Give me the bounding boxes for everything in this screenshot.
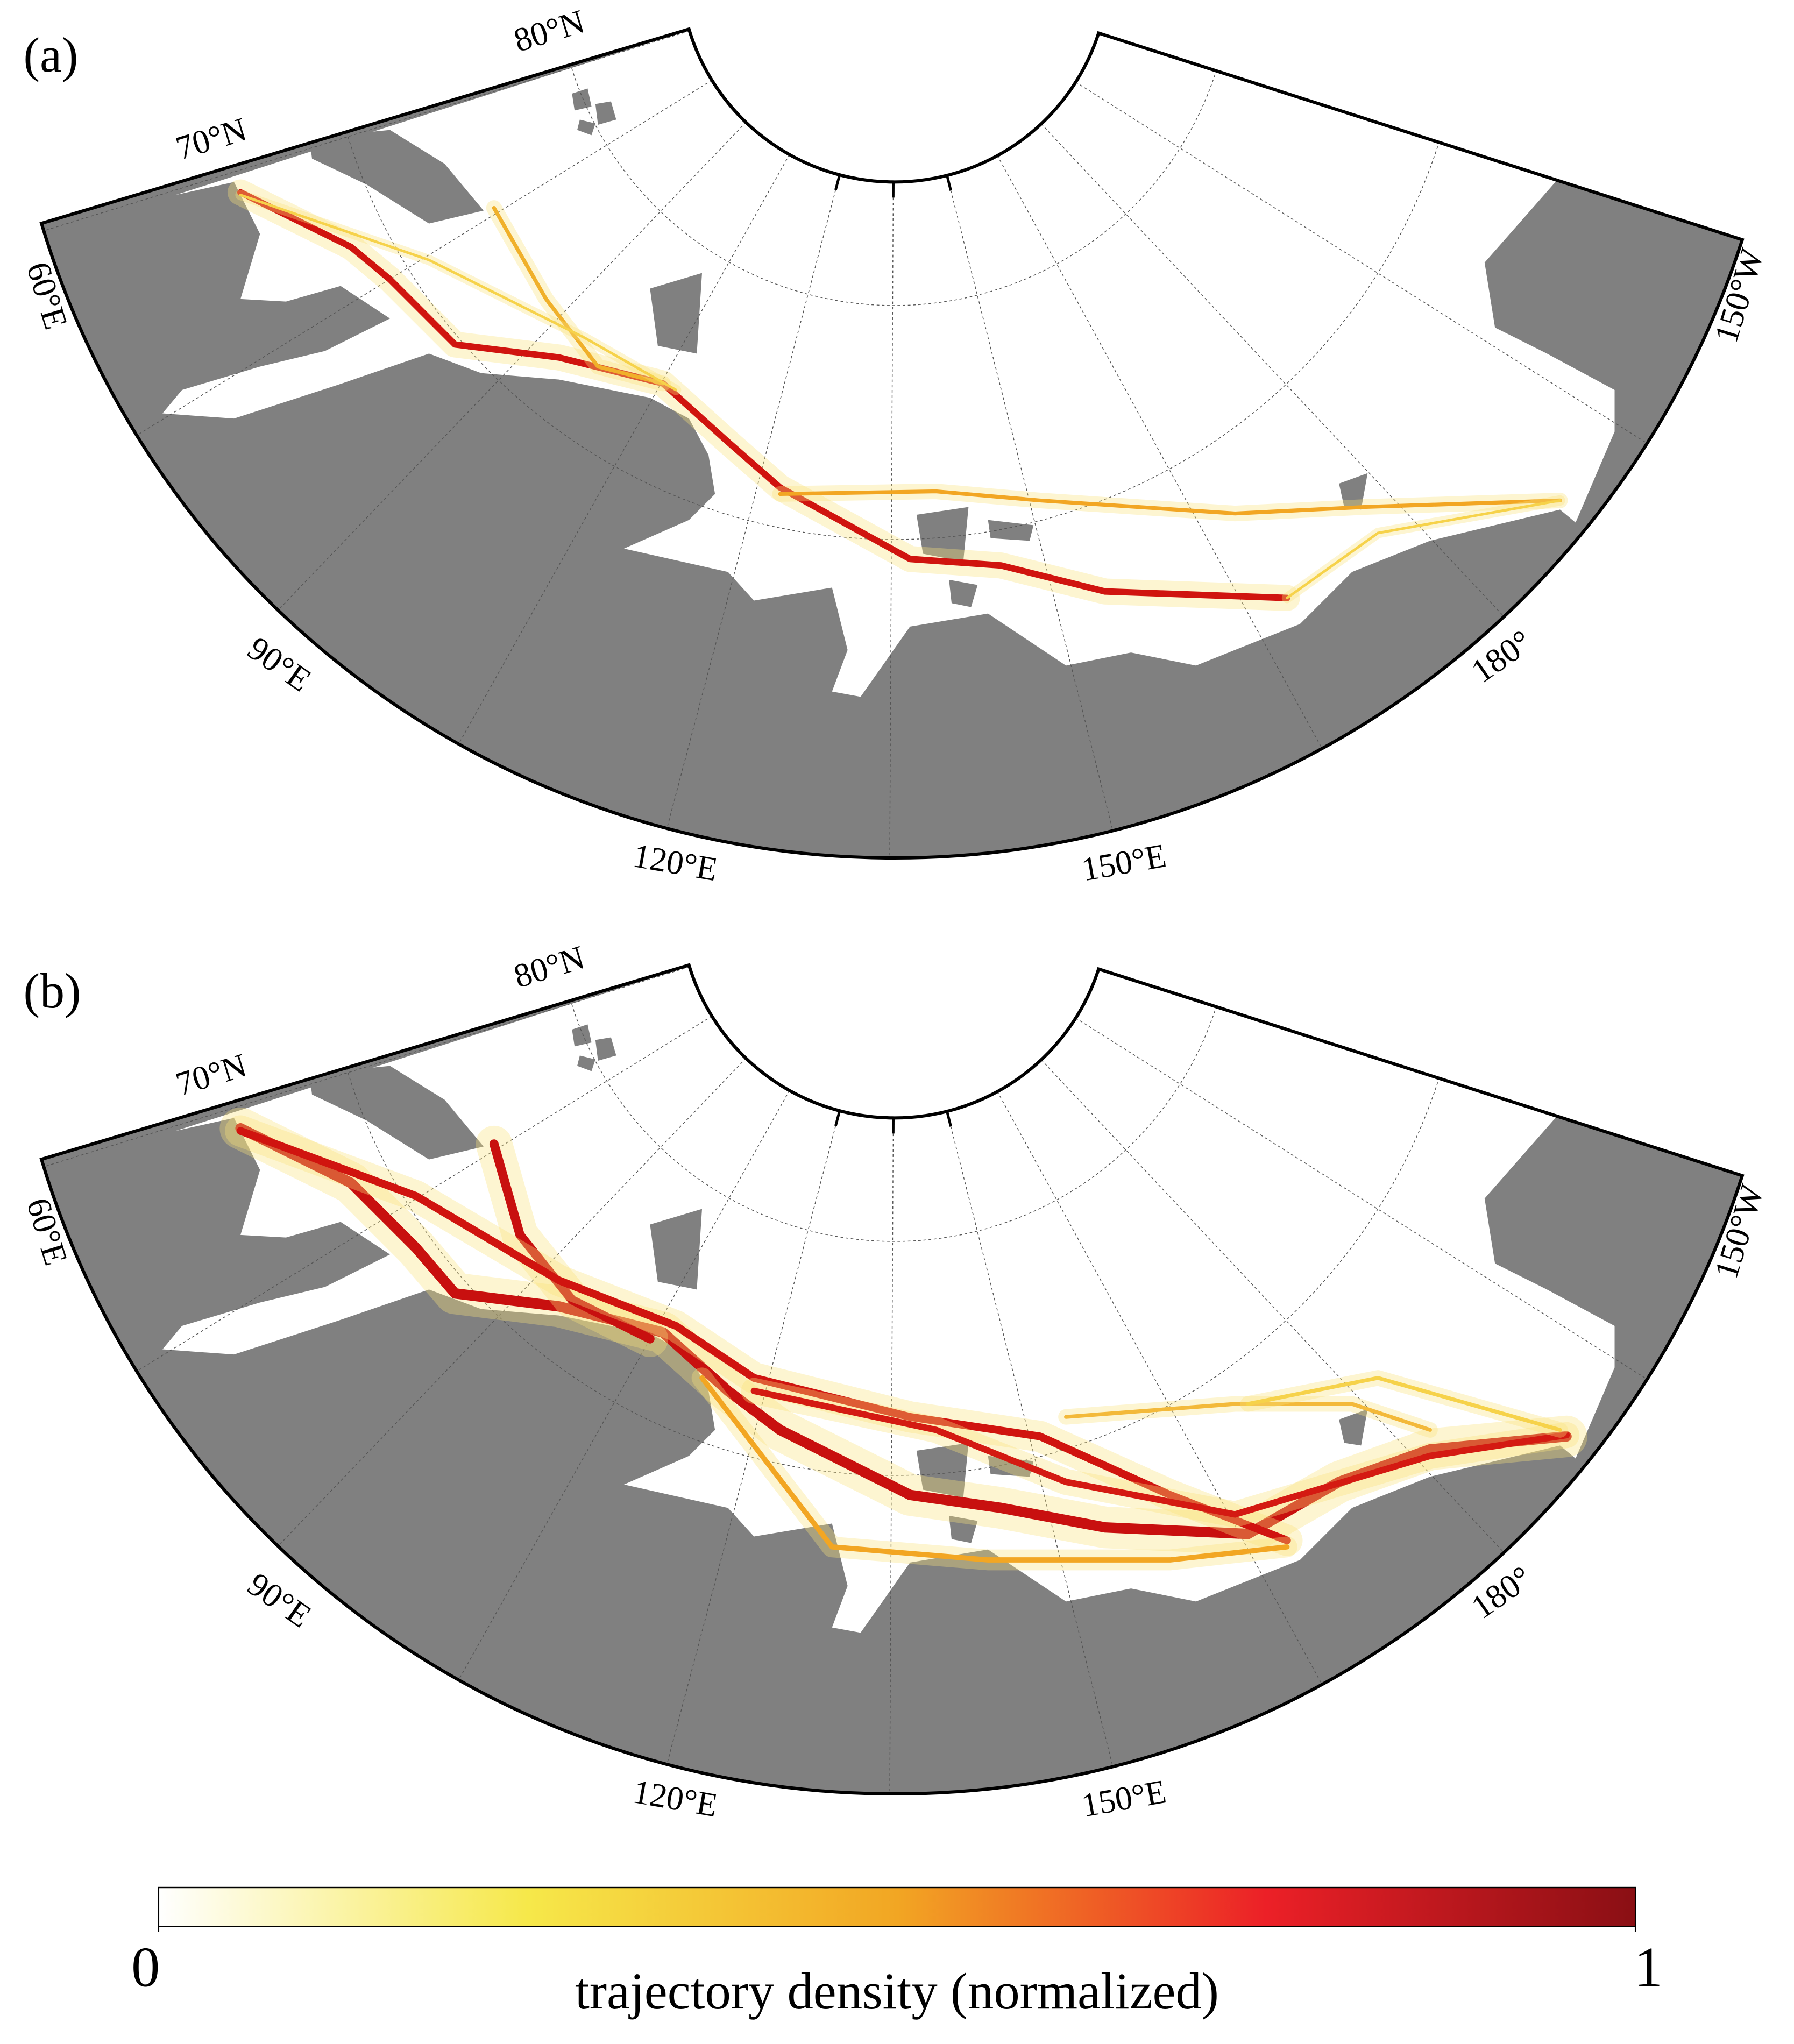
island	[595, 101, 616, 125]
lon-label: 90°E	[241, 1565, 318, 1635]
colorbar-tick-label: 1	[1634, 1936, 1663, 1999]
lon-label: 150°E	[1079, 1772, 1169, 1824]
island	[949, 579, 978, 607]
trajectory	[699, 1375, 1290, 1563]
lat-label: 70°N	[172, 1046, 251, 1103]
meridian	[889, 182, 894, 858]
frame-tick	[834, 174, 841, 190]
meridian	[278, 122, 747, 611]
lat-label: 80°N	[509, 938, 589, 995]
meridian	[458, 154, 790, 744]
island	[577, 119, 595, 136]
island	[916, 507, 969, 562]
meridian	[666, 1110, 840, 1765]
island	[1339, 1409, 1368, 1446]
island	[572, 88, 592, 111]
meridian	[946, 1111, 1114, 1767]
trajectory	[237, 189, 1290, 601]
trajectory	[1246, 1376, 1562, 1432]
meridian	[1041, 123, 1505, 617]
frame-tick	[946, 1111, 952, 1127]
island	[595, 1037, 616, 1061]
island	[577, 1055, 595, 1071]
lat-label: 70°N	[172, 110, 251, 167]
island	[949, 1515, 978, 1543]
meridian	[666, 174, 840, 829]
island	[309, 1066, 484, 1160]
trajectory	[778, 489, 1562, 516]
meridian	[1075, 82, 1648, 444]
panel-label: (b)	[24, 963, 81, 1018]
colorbar-label: trajectory density (normalized)	[575, 1962, 1219, 2020]
trajectory	[239, 194, 678, 392]
island	[916, 1443, 969, 1498]
trajectory	[1286, 499, 1562, 600]
lon-label: 90°E	[241, 629, 318, 699]
island	[309, 130, 484, 224]
meridian	[889, 1118, 894, 1794]
parallel	[556, 965, 1233, 1242]
map-panel	[41, 29, 1742, 858]
panel-label: (a)	[24, 27, 79, 82]
meridian	[44, 30, 690, 231]
meridian	[136, 1016, 712, 1372]
meridian	[44, 966, 690, 1167]
trajectory	[236, 1127, 1291, 1545]
frame-tick	[834, 1110, 841, 1126]
island	[1339, 473, 1368, 510]
lat-label: 80°N	[509, 2, 589, 59]
meridian	[1041, 1059, 1505, 1553]
lon-label: 120°E	[630, 836, 721, 888]
map-frame	[39, 27, 1745, 860]
island	[572, 1024, 592, 1047]
meridian	[997, 155, 1323, 749]
trajectory	[235, 1123, 1572, 1539]
trajectory	[750, 1387, 1570, 1518]
colorbar-tick-label: 0	[131, 1936, 160, 1999]
parallel	[556, 29, 1233, 306]
meridian	[1075, 1018, 1648, 1380]
colorbar	[158, 1886, 1636, 1927]
frame-tick	[946, 175, 952, 191]
trajectory	[1064, 1402, 1432, 1432]
meridian	[997, 1091, 1323, 1685]
map-frame	[39, 963, 1745, 1795]
meridian	[458, 1090, 790, 1680]
lon-label: 120°E	[630, 1772, 721, 1824]
lon-label: 150°E	[1079, 836, 1169, 888]
trajectory	[489, 1139, 655, 1344]
meridian	[946, 175, 1114, 831]
